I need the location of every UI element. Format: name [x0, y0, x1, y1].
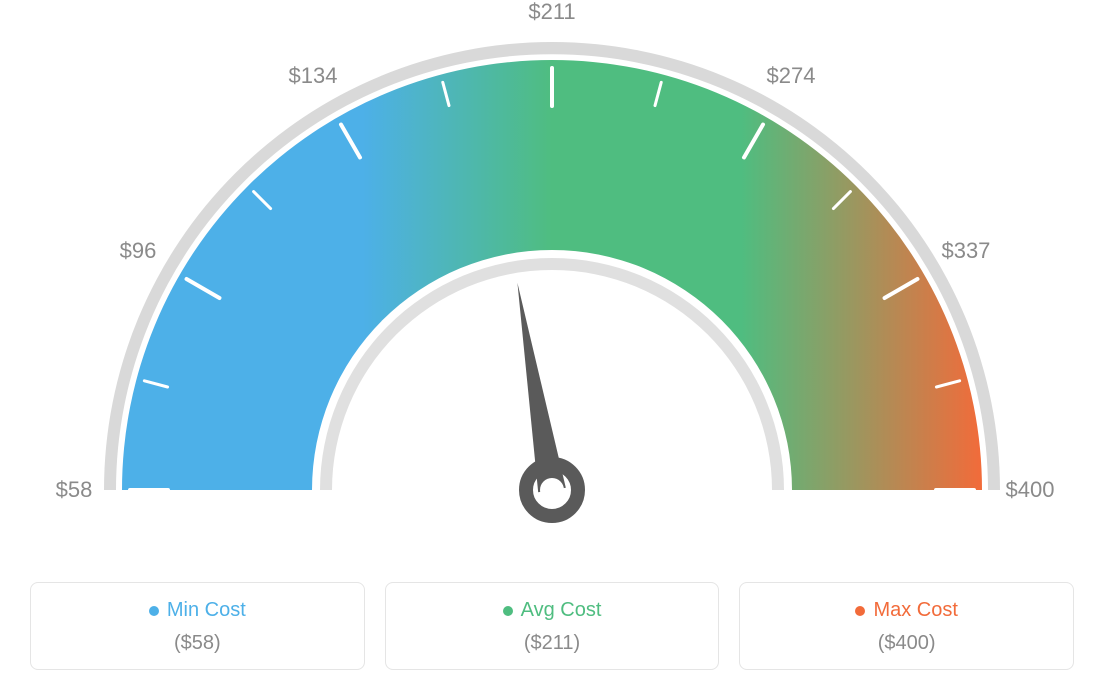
legend-avg-value: ($211)	[396, 632, 709, 655]
dot-icon	[855, 606, 865, 616]
legend-avg-label: Avg Cost	[521, 599, 602, 622]
cost-gauge: $58 $96 $134 $211 $274 $337 $400	[0, 0, 1104, 560]
gauge-svg	[0, 0, 1104, 560]
legend-max-label: Max Cost	[873, 599, 957, 622]
legend-avg-title: Avg Cost	[503, 599, 602, 622]
legend-row: Min Cost ($58) Avg Cost ($211) Max Cost …	[0, 582, 1104, 670]
gauge-tick-label: $211	[528, 0, 575, 25]
gauge-tick-label: $400	[1006, 477, 1055, 503]
legend-max-card: Max Cost ($400)	[739, 582, 1074, 670]
legend-min-title: Min Cost	[149, 599, 246, 622]
legend-min-value: ($58)	[41, 632, 354, 655]
gauge-tick-label: $96	[120, 238, 157, 264]
legend-min-label: Min Cost	[167, 599, 246, 622]
gauge-tick-label: $58	[56, 477, 93, 503]
legend-max-value: ($400)	[750, 632, 1063, 655]
dot-icon	[503, 606, 513, 616]
dot-icon	[149, 606, 159, 616]
gauge-tick-label: $337	[941, 238, 990, 264]
gauge-tick-label: $134	[289, 63, 338, 89]
legend-min-card: Min Cost ($58)	[30, 582, 365, 670]
legend-avg-card: Avg Cost ($211)	[385, 582, 720, 670]
legend-max-title: Max Cost	[855, 599, 957, 622]
gauge-tick-label: $274	[767, 63, 816, 89]
